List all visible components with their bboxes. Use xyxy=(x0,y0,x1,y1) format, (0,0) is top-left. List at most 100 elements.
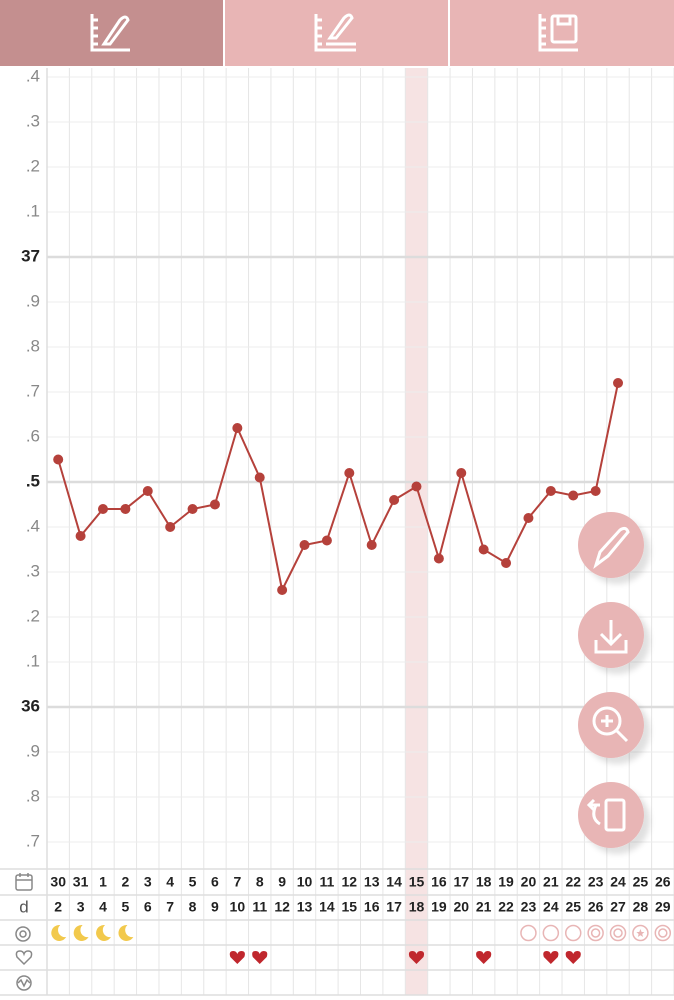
date-label: 18 xyxy=(476,874,492,890)
rotate-button[interactable] xyxy=(578,782,644,848)
date-label: 3 xyxy=(144,874,152,890)
x-tick-label: 21 xyxy=(476,899,492,915)
temperature-point xyxy=(568,490,579,501)
x-tick-label: 9 xyxy=(211,899,219,915)
tab-edit[interactable] xyxy=(225,0,448,66)
circle-icon-inner xyxy=(613,928,623,938)
temperature-point xyxy=(53,454,64,465)
temperature-point xyxy=(299,540,310,550)
circle-icon xyxy=(587,924,604,942)
circle-icon xyxy=(632,924,649,942)
y-tick-label: .9 xyxy=(26,291,40,310)
x-tick-label: 24 xyxy=(543,899,559,915)
x-tick-label: 18 xyxy=(409,899,425,915)
x-tick-label: 3 xyxy=(77,899,85,915)
date-label: 2 xyxy=(121,874,129,890)
y-tick-label: .8 xyxy=(26,336,40,355)
temperature-point xyxy=(613,378,624,388)
y-tick-label: .3 xyxy=(26,111,40,130)
zoom-button[interactable] xyxy=(578,692,644,758)
temperature-point xyxy=(389,495,400,505)
heart-icon xyxy=(408,951,425,964)
y-tick-label: 37 xyxy=(21,246,40,265)
date-label: 20 xyxy=(521,874,537,890)
circle-icon xyxy=(609,924,627,942)
heart-icon xyxy=(252,951,268,964)
date-label: 14 xyxy=(386,874,402,890)
temperature-point xyxy=(209,499,220,510)
moon-icon xyxy=(118,924,134,941)
heart-icon xyxy=(543,951,559,964)
x-tick-label: 16 xyxy=(364,899,380,915)
date-label: 11 xyxy=(320,874,335,890)
x-tick-label: 12 xyxy=(274,899,290,915)
date-label: 30 xyxy=(50,874,66,890)
highlight-column xyxy=(405,68,428,995)
tab-icon xyxy=(90,13,578,52)
x-tick-label: 6 xyxy=(144,899,152,915)
temperature-point xyxy=(321,535,332,546)
temperature-point xyxy=(232,423,243,433)
row-icons xyxy=(15,873,33,991)
date-label: 12 xyxy=(342,874,358,890)
temperature-point xyxy=(187,504,198,514)
date-label: 1 xyxy=(99,874,107,890)
target-icon xyxy=(15,926,31,942)
x-tick-label: 15 xyxy=(342,899,358,915)
temperature-point xyxy=(456,468,467,478)
y-tick-label: .1 xyxy=(26,201,40,220)
y-tick-label: .5 xyxy=(26,471,40,490)
x-tick-label: 10 xyxy=(230,899,246,915)
date-label: 7 xyxy=(233,874,241,890)
temperature-point xyxy=(523,513,534,523)
download-button[interactable] xyxy=(578,602,644,668)
temperature-point xyxy=(411,481,422,492)
y-tick-label: .9 xyxy=(26,741,40,760)
tab-save[interactable] xyxy=(450,0,674,66)
x-tick-label: 19 xyxy=(431,899,447,915)
heart-icon xyxy=(15,950,33,966)
y-tick-label: .4 xyxy=(26,66,40,85)
date-label: 15 xyxy=(409,874,425,890)
circle-icon xyxy=(542,924,560,942)
y-tick-label: .6 xyxy=(26,426,40,445)
y-tick-label: .7 xyxy=(26,381,40,400)
circle-icon xyxy=(520,924,537,942)
day-label: d xyxy=(19,897,28,916)
y-tick-label: .1 xyxy=(26,651,40,670)
wave-icon xyxy=(16,975,32,991)
date-label: 5 xyxy=(189,874,197,890)
date-label: 10 xyxy=(297,874,313,890)
temperature-point xyxy=(501,558,512,568)
date-label: 25 xyxy=(633,874,649,890)
date-label: 31 xyxy=(73,874,89,890)
x-tick-label: 14 xyxy=(319,899,335,915)
x-tick-label: 4 xyxy=(99,899,107,915)
date-label: 21 xyxy=(543,874,559,890)
temperature-point xyxy=(120,504,131,514)
x-tick-label: 29 xyxy=(655,899,671,915)
temperature-point xyxy=(97,504,108,514)
temperature-point xyxy=(165,522,176,532)
x-tick-label: 5 xyxy=(121,899,129,915)
calendar-icon xyxy=(15,874,33,891)
x-tick-label: 25 xyxy=(565,899,581,915)
moon-icon xyxy=(51,924,67,941)
calendar-icon-lines xyxy=(16,873,32,881)
date-label: 8 xyxy=(256,874,264,890)
date-label: 17 xyxy=(453,874,469,890)
x-tick-label: 17 xyxy=(386,899,402,915)
heart-icon xyxy=(565,951,581,964)
circle-icon xyxy=(564,924,582,942)
temperature-point xyxy=(142,486,153,496)
temperature-point xyxy=(478,544,489,555)
moon-icon xyxy=(96,924,111,941)
x-tick-label: 28 xyxy=(633,899,649,915)
y-tick-label: .8 xyxy=(26,786,40,805)
y-tick-label: 36 xyxy=(21,696,40,715)
edit-button[interactable] xyxy=(578,512,644,578)
star-icon xyxy=(636,929,645,937)
temperature-point xyxy=(590,486,601,496)
x-tick-label: 23 xyxy=(521,899,537,915)
